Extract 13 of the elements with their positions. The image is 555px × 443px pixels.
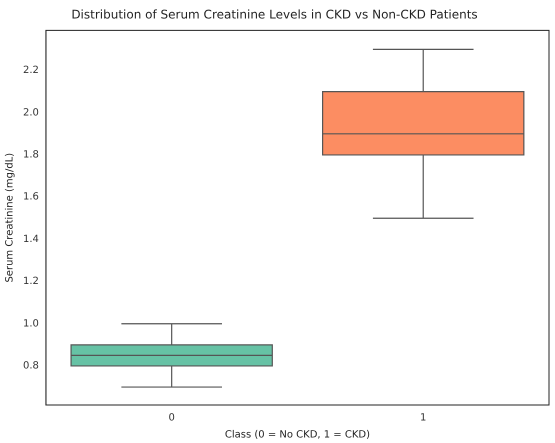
y-tick-label: 0.8	[22, 360, 39, 372]
x-axis-title: Class (0 = No CKD, 1 = CKD)	[224, 430, 370, 441]
x-tick-label: 1	[420, 412, 426, 424]
y-tick-label: 1.0	[22, 318, 39, 330]
y-tick-label: 1.4	[22, 234, 39, 245]
y-tick-label: 2.0	[22, 107, 39, 118]
x-tick-label: 0	[168, 412, 175, 424]
y-tick-label: 1.8	[22, 150, 39, 161]
chart-title: Distribution of Serum Creatinine Levels in CKD vs Non-CKD Patients	[71, 7, 478, 22]
y-axis-title: Serum Creatinine (mg/dL)	[4, 152, 16, 283]
y-tick-label: 1.2	[22, 276, 39, 288]
y-tick-label: 1.6	[22, 192, 39, 203]
y-tick-label: 2.2	[22, 65, 39, 76]
